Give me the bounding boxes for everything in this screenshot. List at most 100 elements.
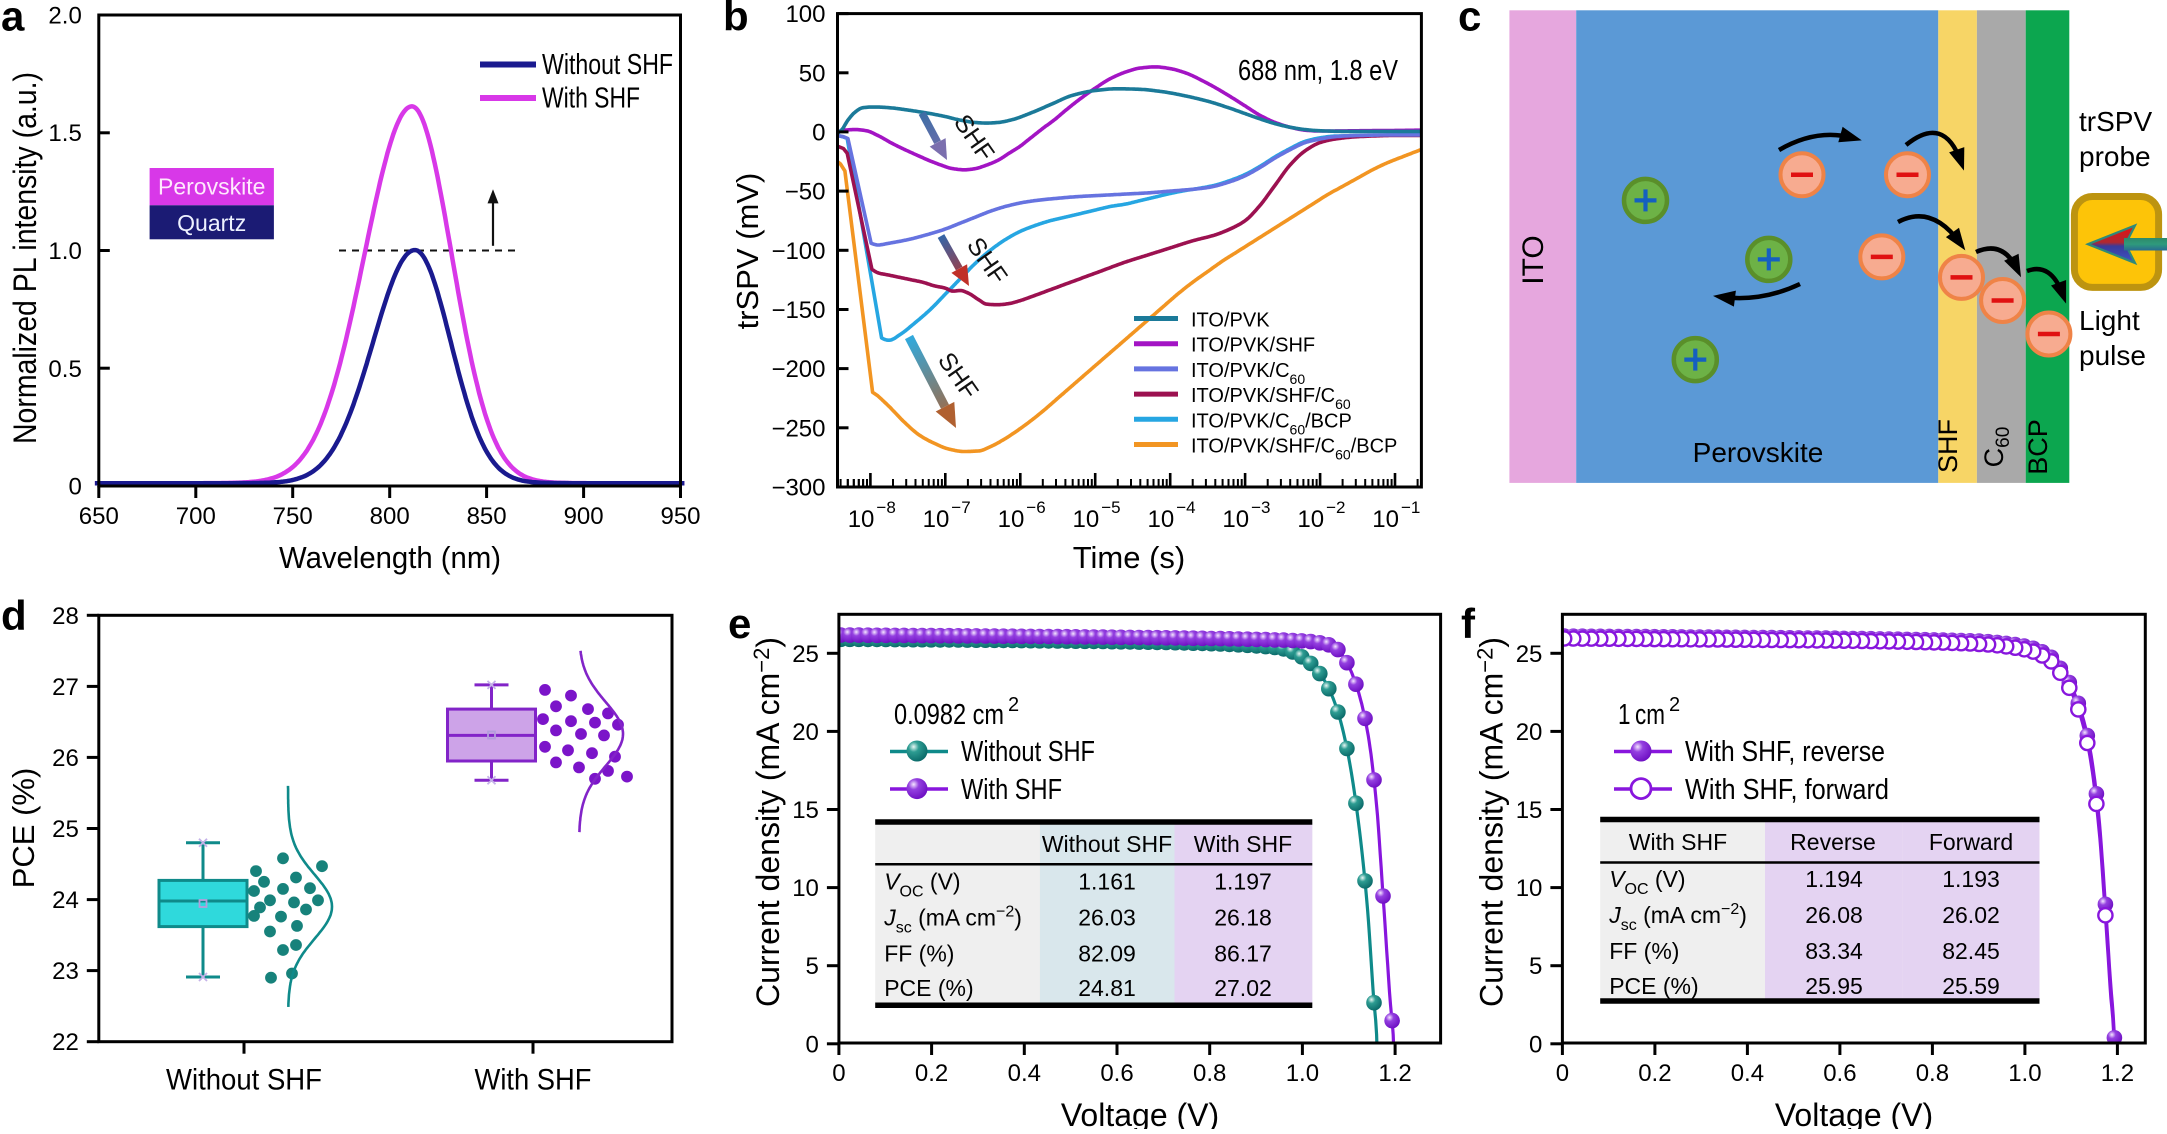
- svg-text:1.2: 1.2: [1378, 1060, 1411, 1087]
- svg-text:1.0: 1.0: [2008, 1060, 2041, 1087]
- svg-text:Normalized PL intensity (a.u.): Normalized PL intensity (a.u.): [7, 72, 43, 444]
- svg-text:1.0: 1.0: [48, 238, 81, 265]
- svg-text:27: 27: [52, 674, 79, 701]
- svg-text:0: 0: [1556, 1060, 1569, 1087]
- svg-text:−250: −250: [771, 415, 825, 442]
- svg-text:b: b: [723, 0, 749, 39]
- svg-text:0: 0: [1529, 1031, 1542, 1058]
- svg-text:10: 10: [1222, 506, 1249, 533]
- svg-text:Without SHF: Without SHF: [542, 49, 673, 81]
- svg-text:PCE (%): PCE (%): [884, 975, 973, 1001]
- svg-text:26.08: 26.08: [1805, 902, 1863, 928]
- svg-text:10: 10: [1072, 506, 1099, 533]
- svg-text:15: 15: [792, 797, 819, 824]
- svg-text:−5: −5: [1101, 498, 1120, 517]
- svg-text:ITO/PVK: ITO/PVK: [1191, 310, 1270, 332]
- svg-text:10: 10: [998, 506, 1025, 533]
- svg-text:25: 25: [792, 641, 819, 668]
- svg-text:−4: −4: [1176, 498, 1195, 517]
- svg-text:BCP: BCP: [2023, 419, 2053, 475]
- svg-text:2.0: 2.0: [48, 3, 81, 30]
- svg-text:With SHF, reverse: With SHF, reverse: [1685, 736, 1885, 768]
- svg-text:Wavelength (nm): Wavelength (nm): [279, 540, 501, 575]
- svg-text:850: 850: [467, 503, 507, 530]
- svg-text:1.197: 1.197: [1214, 869, 1272, 895]
- svg-text:With SHF: With SHF: [1194, 831, 1292, 857]
- svg-text:With SHF, forward: With SHF, forward: [1685, 774, 1889, 806]
- svg-text:100: 100: [785, 1, 825, 28]
- svg-text:Voltage (V): Voltage (V): [1775, 1097, 1933, 1129]
- svg-text:ITO: ITO: [1517, 235, 1550, 284]
- svg-text:ITO/PVK/SHF: ITO/PVK/SHF: [1191, 335, 1315, 357]
- svg-text:a: a: [1, 0, 25, 39]
- svg-text:10: 10: [848, 506, 875, 533]
- svg-text:PCE (%): PCE (%): [1609, 973, 1698, 999]
- svg-text:0.5: 0.5: [48, 356, 81, 383]
- svg-text:20: 20: [1516, 719, 1543, 746]
- svg-text:83.34: 83.34: [1805, 938, 1863, 964]
- svg-text:Jsc (mA cm−2): Jsc (mA cm−2): [1608, 901, 1747, 934]
- svg-text:50: 50: [799, 60, 826, 87]
- svg-text:−150: −150: [771, 297, 825, 324]
- svg-text:1.5: 1.5: [48, 120, 81, 147]
- svg-text:−2: −2: [1326, 498, 1345, 517]
- svg-text:0.8: 0.8: [1193, 1060, 1226, 1087]
- svg-text:With SHF: With SHF: [961, 774, 1062, 806]
- svg-text:trSPV (mV): trSPV (mV): [730, 173, 765, 330]
- svg-text:25.95: 25.95: [1805, 973, 1863, 999]
- svg-text:10: 10: [1147, 506, 1174, 533]
- svg-text:Jsc (mA cm−2): Jsc (mA cm−2): [883, 904, 1022, 937]
- svg-text:0.2: 0.2: [1638, 1060, 1671, 1087]
- svg-text:−1: −1: [1401, 498, 1420, 517]
- svg-text:800: 800: [370, 503, 410, 530]
- svg-text:650: 650: [79, 503, 119, 530]
- svg-text:10: 10: [1297, 506, 1324, 533]
- svg-text:−6: −6: [1026, 498, 1045, 517]
- svg-text:25: 25: [1516, 641, 1543, 668]
- svg-text:−300: −300: [771, 475, 825, 502]
- svg-text:FF (%): FF (%): [1609, 938, 1679, 964]
- svg-text:15: 15: [1516, 797, 1543, 824]
- svg-text:0.2: 0.2: [915, 1060, 948, 1087]
- svg-text:25: 25: [52, 816, 79, 843]
- svg-text:26: 26: [52, 745, 79, 772]
- svg-text:0.4: 0.4: [1008, 1060, 1041, 1087]
- svg-text:Without SHF: Without SHF: [1042, 831, 1172, 857]
- svg-text:0: 0: [832, 1060, 845, 1087]
- svg-text:PCE (%): PCE (%): [6, 768, 41, 889]
- svg-text:VOC (V): VOC (V): [884, 869, 960, 901]
- svg-text:−50: −50: [785, 179, 826, 206]
- svg-text:0: 0: [806, 1031, 819, 1058]
- svg-text:Time (s): Time (s): [1073, 540, 1186, 575]
- svg-text:20: 20: [792, 719, 819, 746]
- svg-text:Perovskite: Perovskite: [1693, 437, 1824, 468]
- svg-text:probe: probe: [2079, 141, 2151, 172]
- svg-text:Without SHF: Without SHF: [166, 1064, 322, 1097]
- svg-text:−8: −8: [876, 498, 895, 517]
- svg-text:1.194: 1.194: [1805, 866, 1863, 892]
- svg-text:2: 2: [1669, 694, 1680, 716]
- svg-text:26.03: 26.03: [1078, 905, 1136, 931]
- svg-text:0: 0: [68, 474, 81, 501]
- svg-text:d: d: [1, 592, 27, 639]
- svg-text:1 cm: 1 cm: [1618, 699, 1665, 731]
- svg-text:Current density (mA cm−2): Current density (mA cm−2): [1472, 637, 1509, 1007]
- svg-text:−100: −100: [771, 238, 825, 265]
- svg-text:700: 700: [176, 503, 216, 530]
- svg-text:750: 750: [273, 503, 313, 530]
- svg-text:900: 900: [564, 503, 604, 530]
- svg-text:c: c: [1458, 0, 1481, 39]
- svg-text:With SHF: With SHF: [542, 83, 640, 115]
- svg-text:27.02: 27.02: [1214, 975, 1272, 1001]
- svg-text:e: e: [728, 600, 751, 647]
- svg-text:−200: −200: [771, 356, 825, 383]
- svg-text:0.4: 0.4: [1731, 1060, 1764, 1087]
- svg-text:1.2: 1.2: [2101, 1060, 2134, 1087]
- svg-text:f: f: [1461, 600, 1476, 647]
- svg-text:23: 23: [52, 958, 79, 985]
- svg-text:10: 10: [792, 875, 819, 902]
- svg-text:950: 950: [660, 503, 700, 530]
- svg-text:Voltage (V): Voltage (V): [1061, 1097, 1219, 1129]
- svg-text:Quartz: Quartz: [177, 210, 246, 236]
- svg-text:0.6: 0.6: [1823, 1060, 1856, 1087]
